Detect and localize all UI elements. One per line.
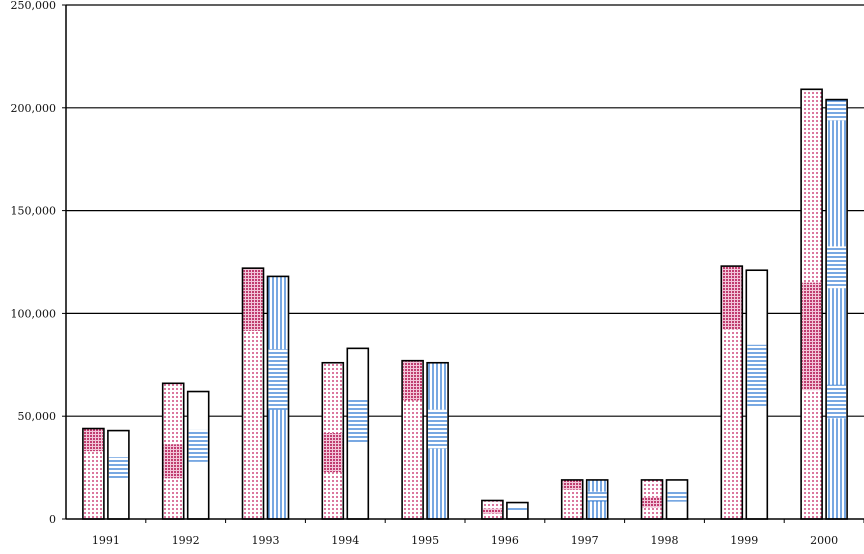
x-tick-label: 1995 — [411, 534, 439, 547]
bar-pattern-band — [587, 491, 607, 502]
x-tick-label: 1997 — [571, 534, 599, 547]
bar-series-1 — [82, 427, 105, 520]
bar-fill — [826, 99, 848, 520]
y-tick-label: 0 — [49, 513, 56, 526]
bar-series-2 — [585, 479, 609, 520]
bar-series-2 — [665, 479, 689, 520]
bar-series-1 — [321, 361, 345, 520]
bar-pattern-band — [722, 266, 742, 330]
bar-pattern-band — [348, 399, 368, 443]
bar-series-1 — [640, 479, 664, 520]
bar-pattern-band — [403, 360, 423, 401]
x-tick-label: 1998 — [651, 534, 679, 547]
bar-pattern-band — [188, 429, 208, 462]
bar-pattern-band — [507, 507, 527, 512]
bar-series-2 — [186, 390, 210, 520]
bar-series-1 — [401, 359, 424, 520]
bar-series-1 — [241, 267, 265, 520]
bar-series-2 — [266, 275, 290, 520]
y-tick-label: 250,000 — [11, 0, 57, 12]
bar-pattern-band — [747, 344, 767, 408]
bar-pattern-band — [802, 282, 822, 391]
bar-pattern-band — [482, 508, 502, 514]
bar-series-2 — [107, 429, 130, 520]
bar-pattern-band — [323, 433, 343, 473]
bar-pattern-band — [268, 349, 288, 410]
x-tick-label: 2000 — [810, 534, 838, 547]
y-tick-label: 200,000 — [11, 102, 57, 115]
x-tick-label: 1994 — [331, 534, 359, 547]
bar-pattern-band — [667, 491, 687, 502]
y-tick-label: 50,000 — [18, 410, 57, 423]
y-tick-label: 100,000 — [11, 307, 57, 320]
bar-series-2 — [346, 347, 370, 520]
bar-series-1 — [560, 479, 584, 520]
bar-pattern-band — [827, 246, 847, 289]
x-tick-label: 1993 — [252, 534, 280, 547]
bar-pattern-band — [108, 457, 128, 480]
x-tick-label: 1992 — [172, 534, 200, 547]
bar-series-1 — [720, 265, 744, 520]
bar-pattern-band — [562, 479, 582, 490]
bar-series-2 — [506, 501, 529, 520]
bar-pattern-band — [827, 99, 847, 121]
bar-pattern-band — [642, 497, 662, 508]
bar-pattern-band — [827, 384, 847, 419]
x-tick-label: 1999 — [730, 534, 758, 547]
bar-series-2 — [825, 98, 848, 520]
bar-pattern-band — [428, 409, 448, 449]
x-tick-label: 1991 — [92, 534, 120, 547]
bar-pattern-band — [83, 428, 103, 452]
bar-series-1 — [800, 88, 823, 520]
x-tick-label: 1996 — [491, 534, 519, 547]
bar-series-1 — [161, 382, 185, 520]
bar-series-2 — [426, 361, 449, 520]
bar-series-1 — [481, 499, 504, 520]
bar-pattern-band — [243, 268, 263, 331]
y-tick-label: 150,000 — [11, 205, 57, 218]
bar-pattern-band — [163, 444, 183, 479]
bar-series-2 — [745, 269, 769, 520]
